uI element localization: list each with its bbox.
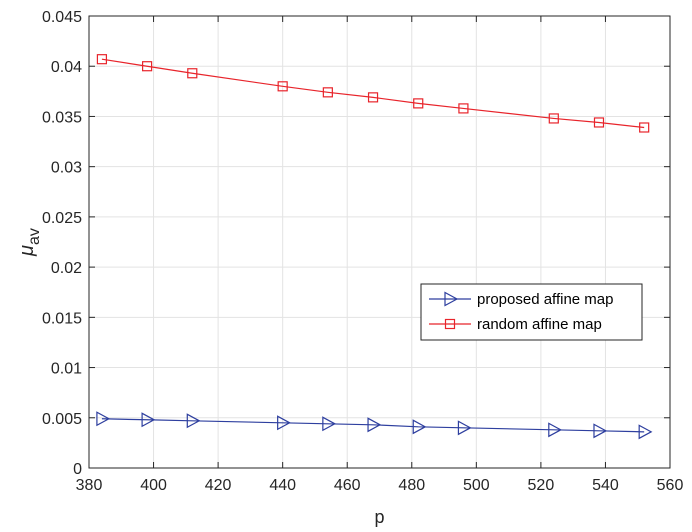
legend-label: proposed affine map <box>477 291 614 308</box>
series-layer <box>96 54 653 440</box>
y-tick-label: 0.005 <box>42 411 82 428</box>
data-point <box>96 54 108 65</box>
legend-item-proposed-affine-map: proposed affine map <box>429 291 614 308</box>
data-point <box>638 424 653 440</box>
x-tick-label: 420 <box>205 477 232 494</box>
y-tick-label: 0.04 <box>51 59 82 76</box>
data-point <box>277 81 288 92</box>
y-tick-label: 0.015 <box>42 310 82 327</box>
x-tick-label: 400 <box>140 477 167 494</box>
data-point <box>412 419 427 435</box>
data-point <box>593 423 608 439</box>
data-point <box>367 92 379 103</box>
data-point <box>458 103 469 114</box>
y-tick-label: 0.025 <box>42 210 82 227</box>
data-point <box>142 61 153 72</box>
x-tick-label: 500 <box>463 477 490 494</box>
x-tick-label: 560 <box>657 477 684 494</box>
plot-background <box>89 16 670 468</box>
y-tick-label: 0.035 <box>42 109 82 126</box>
data-point <box>367 417 382 433</box>
x-tick-label: 520 <box>528 477 555 494</box>
y-axis-label-subscript: av <box>26 228 43 245</box>
series-line <box>101 58 645 129</box>
legend-marker <box>444 318 456 330</box>
x-tick-label: 480 <box>398 477 425 494</box>
data-point <box>639 122 650 133</box>
series-random-affine-map <box>96 54 650 133</box>
x-tick-label: 460 <box>334 477 361 494</box>
data-point <box>457 420 472 436</box>
axis-ticks: 380 400 420 440 460 480 500 520 540 560 0 0.005 0.01… <box>42 9 683 494</box>
data-point <box>593 117 605 128</box>
data-point <box>548 113 559 124</box>
data-point <box>413 98 424 109</box>
series-line <box>101 418 645 433</box>
data-point <box>187 68 198 79</box>
legend-item-random-affine-map: random affine map <box>429 316 602 333</box>
y-axis-label-main: μ <box>16 245 38 257</box>
y-tick-label: 0.02 <box>51 260 82 277</box>
x-tick-label: 440 <box>269 477 296 494</box>
x-axis-label: p <box>374 507 384 527</box>
data-point <box>322 87 333 98</box>
x-tick-label: 380 <box>76 477 103 494</box>
y-tick-label: 0.01 <box>51 361 82 378</box>
y-axis-label: μav <box>16 228 43 257</box>
data-point <box>141 412 156 428</box>
plot-box <box>88 15 671 469</box>
y-tick-label: 0 <box>73 461 82 478</box>
legend-marker <box>444 291 459 307</box>
legend: proposed affine map random affine map <box>420 283 643 341</box>
data-point <box>186 413 201 429</box>
x-tick-label: 540 <box>592 477 619 494</box>
y-tick-label: 0.045 <box>42 9 82 26</box>
legend-box <box>420 283 643 341</box>
data-point <box>322 416 337 432</box>
data-point <box>548 422 563 438</box>
data-point <box>277 415 291 431</box>
legend-label: random affine map <box>477 316 602 333</box>
y-tick-label: 0.03 <box>51 160 82 177</box>
y-axis-label-group: μav <box>16 228 43 257</box>
series-proposed-affine-map <box>96 411 653 440</box>
data-point <box>96 411 111 427</box>
